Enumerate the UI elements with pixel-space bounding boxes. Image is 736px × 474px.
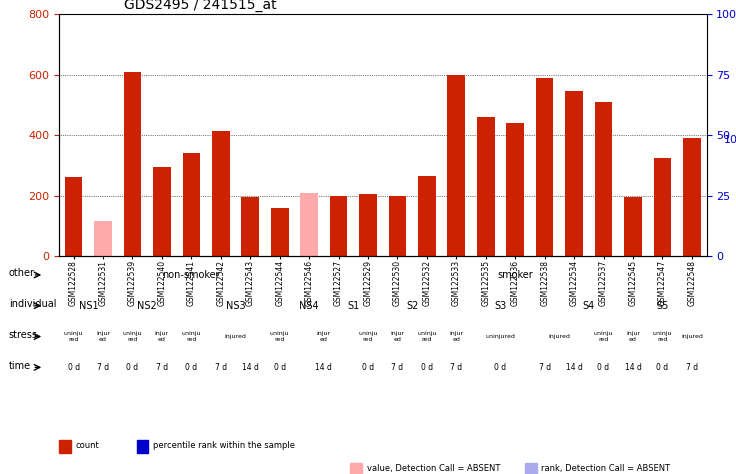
Text: S2: S2 — [406, 301, 418, 311]
Text: uninju
red: uninju red — [653, 331, 672, 342]
Text: 0 d: 0 d — [185, 363, 197, 372]
Text: time: time — [9, 361, 31, 371]
Text: S1: S1 — [347, 301, 359, 311]
Text: uninju
red: uninju red — [417, 331, 436, 342]
Text: 7 d: 7 d — [539, 363, 551, 372]
Text: value, Detection Call = ABSENT: value, Detection Call = ABSENT — [367, 464, 500, 473]
Text: non-smoker: non-smoker — [163, 270, 220, 280]
Text: 0 d: 0 d — [127, 363, 138, 372]
Text: percentile rank within the sample: percentile rank within the sample — [153, 441, 295, 450]
Text: 0 d: 0 d — [274, 363, 286, 372]
Text: 0 d: 0 d — [598, 363, 609, 372]
Text: 7 d: 7 d — [392, 363, 403, 372]
Text: smoker: smoker — [498, 270, 533, 280]
Text: 7 d: 7 d — [97, 363, 109, 372]
Text: individual: individual — [9, 299, 57, 310]
Bar — [94, 221, 112, 256]
Text: injur
ed: injur ed — [155, 331, 169, 342]
Bar — [418, 176, 436, 256]
Text: injured: injured — [548, 334, 570, 339]
Bar — [183, 153, 200, 256]
Bar — [595, 102, 612, 256]
Text: 7 d: 7 d — [215, 363, 227, 372]
Bar — [300, 192, 318, 256]
Text: 0 d: 0 d — [68, 363, 79, 372]
Bar — [359, 194, 377, 256]
Bar — [124, 72, 141, 256]
Text: 0 d: 0 d — [495, 363, 506, 372]
Text: 14 d: 14 d — [566, 363, 582, 372]
Text: count: count — [75, 441, 99, 450]
Text: 0 d: 0 d — [421, 363, 433, 372]
Text: GDS2495 / 241515_at: GDS2495 / 241515_at — [124, 0, 276, 12]
Bar — [241, 197, 259, 256]
Bar — [137, 440, 148, 453]
Text: uninju
red: uninju red — [64, 331, 83, 342]
Bar — [271, 208, 289, 256]
Text: injur
ed: injur ed — [626, 331, 640, 342]
Bar — [330, 195, 347, 256]
Text: 7 d: 7 d — [686, 363, 698, 372]
Text: 0 d: 0 d — [362, 363, 374, 372]
Text: injur
ed: injur ed — [449, 331, 464, 342]
Bar — [565, 91, 583, 256]
Text: 7 d: 7 d — [450, 363, 462, 372]
Text: 14 d: 14 d — [242, 363, 258, 372]
Text: injur
ed: injur ed — [96, 331, 110, 342]
Text: rank, Detection Call = ABSENT: rank, Detection Call = ABSENT — [542, 464, 670, 473]
Text: other: other — [9, 268, 35, 279]
Bar — [536, 78, 553, 256]
Text: S4: S4 — [583, 301, 595, 311]
Bar — [526, 463, 537, 474]
Text: uninju
red: uninju red — [358, 331, 378, 342]
Bar — [506, 123, 524, 256]
Text: NS3: NS3 — [226, 301, 245, 311]
Bar — [447, 74, 465, 256]
Text: 7 d: 7 d — [156, 363, 168, 372]
Text: uninju
red: uninju red — [594, 331, 613, 342]
Bar — [683, 138, 701, 256]
Text: uninju
red: uninju red — [123, 331, 142, 342]
Text: 14 d: 14 d — [316, 363, 332, 372]
Text: 0 d: 0 d — [657, 363, 668, 372]
Text: injured: injured — [681, 334, 703, 339]
Bar — [350, 463, 362, 474]
Text: stress: stress — [9, 330, 38, 340]
Bar — [65, 177, 82, 256]
Text: S3: S3 — [495, 301, 506, 311]
Text: 14 d: 14 d — [625, 363, 641, 372]
Bar — [389, 195, 406, 256]
Bar — [624, 197, 642, 256]
Text: NS4: NS4 — [300, 301, 319, 311]
Y-axis label: 100%: 100% — [724, 135, 736, 145]
Bar — [477, 117, 495, 256]
Bar — [654, 158, 671, 256]
Text: uninjured: uninjured — [486, 334, 515, 339]
Text: injur
ed: injur ed — [390, 331, 405, 342]
Text: uninju
red: uninju red — [182, 331, 201, 342]
Text: uninju
red: uninju red — [270, 331, 289, 342]
Text: S5: S5 — [657, 301, 668, 311]
Text: injur
ed: injur ed — [316, 331, 331, 342]
Bar — [212, 130, 230, 256]
Text: NS2: NS2 — [138, 301, 157, 311]
Text: injured: injured — [224, 334, 247, 339]
Bar — [153, 167, 171, 256]
Bar — [59, 440, 71, 453]
Text: NS1: NS1 — [79, 301, 98, 311]
